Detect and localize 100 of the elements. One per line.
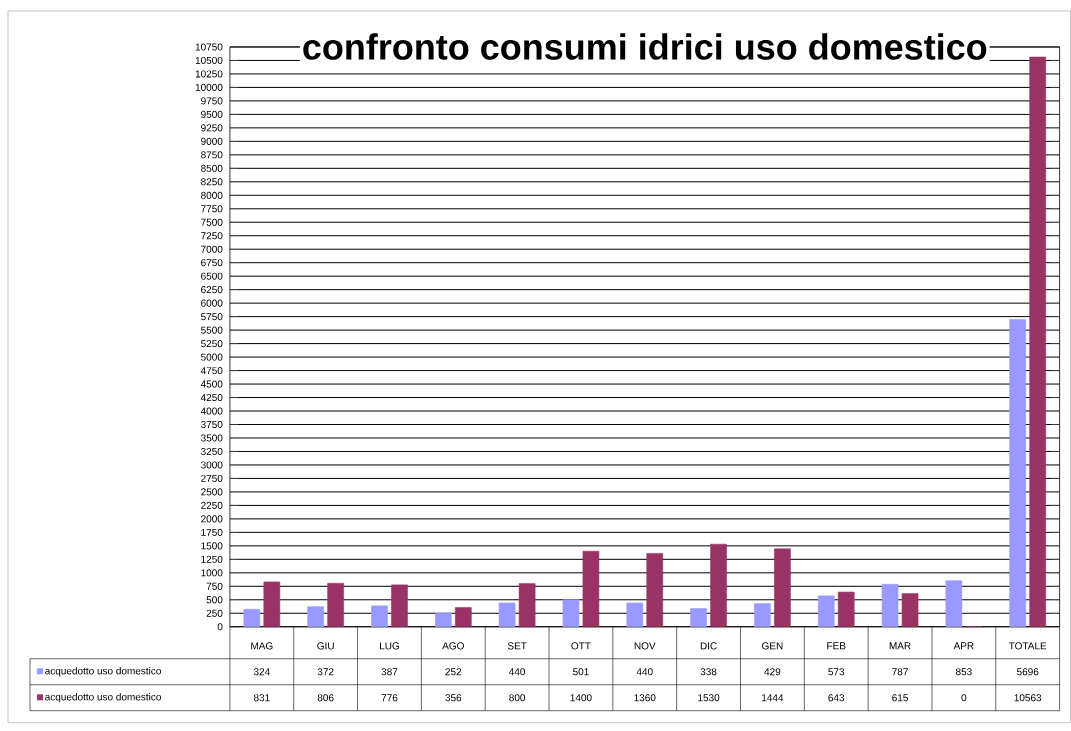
y-tick-label: 7750	[201, 205, 223, 213]
y-tick-label: 5750	[201, 313, 223, 321]
bar	[710, 544, 727, 628]
y-tick-label: 7000	[201, 245, 223, 253]
y-tick-label: 2750	[201, 475, 223, 483]
y-tick-label: 1500	[201, 542, 223, 550]
y-tick-label: 5000	[201, 353, 223, 361]
y-tick-label: 2000	[201, 515, 223, 523]
y-tick-label: 10750	[195, 43, 223, 51]
bar	[881, 584, 899, 628]
y-tick-label: 3500	[201, 434, 223, 442]
x-tick-label: DIC	[700, 642, 717, 650]
bar	[582, 551, 600, 628]
bar	[837, 591, 855, 628]
y-tick-label: 1000	[201, 569, 223, 577]
data-label: 1360	[634, 694, 656, 702]
bar	[690, 608, 707, 628]
data-label: 787	[892, 668, 908, 676]
data-label: 615	[892, 694, 908, 702]
y-tick-label: 3250	[201, 448, 223, 456]
y-tick-label: 6500	[201, 272, 223, 280]
y-tick-label: 4500	[200, 380, 223, 388]
data-label: 573	[828, 668, 845, 676]
x-tick-label: GIU	[317, 642, 334, 650]
data-label: 501	[573, 668, 589, 676]
data-label: 806	[317, 694, 334, 702]
data-label: 776	[381, 694, 398, 702]
bar	[327, 583, 344, 628]
data-label: 252	[445, 668, 462, 676]
y-tick-label: 8250	[201, 178, 223, 186]
y-tick-label: 3000	[201, 461, 223, 469]
y-tick-label: 4000	[200, 407, 223, 415]
bar	[498, 602, 516, 628]
y-tick-label: 250	[206, 609, 223, 617]
data-label: 0	[961, 694, 967, 702]
y-tick-label: 4250	[200, 394, 223, 402]
x-tick-label: TOTALE	[1008, 642, 1047, 650]
data-label: 338	[700, 668, 717, 676]
bar	[1009, 319, 1026, 628]
y-tick-label: 1250	[201, 555, 223, 564]
y-tick-label: 7250	[201, 232, 223, 240]
x-tick-label: APR	[953, 642, 974, 650]
y-tick-label: 8500	[201, 164, 223, 172]
y-tick-label: 9500	[201, 110, 223, 119]
bar	[754, 603, 771, 628]
data-label: 5696	[1016, 668, 1039, 676]
x-tick-label: LUG	[380, 642, 399, 650]
y-tick-label: 9000	[201, 137, 223, 146]
legend-label: acquedotto uso domestico	[45, 667, 161, 677]
y-tick-label: 10000	[195, 84, 223, 92]
data-label: 387	[381, 668, 398, 676]
bar	[562, 599, 580, 628]
data-label: 372	[317, 668, 334, 676]
data-label: 831	[253, 694, 270, 702]
y-tick-label: 10250	[195, 70, 223, 78]
y-tick-label: 5500	[201, 326, 223, 334]
bar	[1029, 56, 1046, 628]
data-label: 800	[509, 694, 526, 702]
data-label: 10563	[1014, 694, 1042, 702]
x-tick-label: AGO	[442, 642, 464, 650]
bar	[243, 609, 261, 628]
y-tick-label: 9750	[201, 97, 223, 105]
x-tick-label: GEN	[762, 642, 783, 650]
y-tick-label: 2500	[201, 488, 223, 496]
y-tick-label: 3750	[201, 421, 223, 429]
bar	[901, 593, 919, 628]
data-label: 853	[955, 668, 972, 676]
x-tick-label: FEB	[827, 642, 846, 650]
y-tick-label: 4750	[200, 367, 223, 375]
bar	[263, 581, 281, 628]
bar	[371, 605, 388, 628]
chart-title: confronto consumi idrici uso domestico	[303, 33, 987, 60]
data-label: 440	[509, 668, 526, 676]
y-tick-label: 750	[206, 582, 223, 590]
y-tick-label: 6000	[201, 299, 223, 307]
bar	[391, 584, 408, 628]
data-label: 356	[445, 694, 462, 702]
y-tick-label: 0	[217, 623, 223, 631]
legend-label: acquedotto uso domestico	[45, 693, 161, 703]
bar	[455, 607, 472, 628]
y-tick-label: 6250	[201, 286, 223, 294]
bar	[307, 606, 324, 628]
x-tick-label: MAR	[889, 642, 911, 650]
data-label: 1530	[698, 694, 720, 702]
bar	[817, 595, 835, 628]
y-tick-label: 2250	[201, 501, 223, 510]
bar	[626, 602, 644, 628]
x-tick-label: NOV	[634, 642, 656, 650]
data-label: 1444	[762, 694, 784, 702]
bar	[945, 580, 963, 628]
y-tick-label: 1750	[201, 528, 223, 537]
y-tick-label: 500	[206, 596, 223, 604]
y-tick-label: 8000	[201, 191, 223, 199]
data-label: 440	[636, 668, 653, 676]
y-tick-label: 10500	[195, 57, 223, 65]
x-tick-label: SET	[507, 642, 527, 650]
data-label: 643	[828, 694, 845, 702]
bar	[774, 548, 791, 628]
y-tick-label: 7500	[201, 218, 223, 226]
bar	[435, 612, 452, 628]
